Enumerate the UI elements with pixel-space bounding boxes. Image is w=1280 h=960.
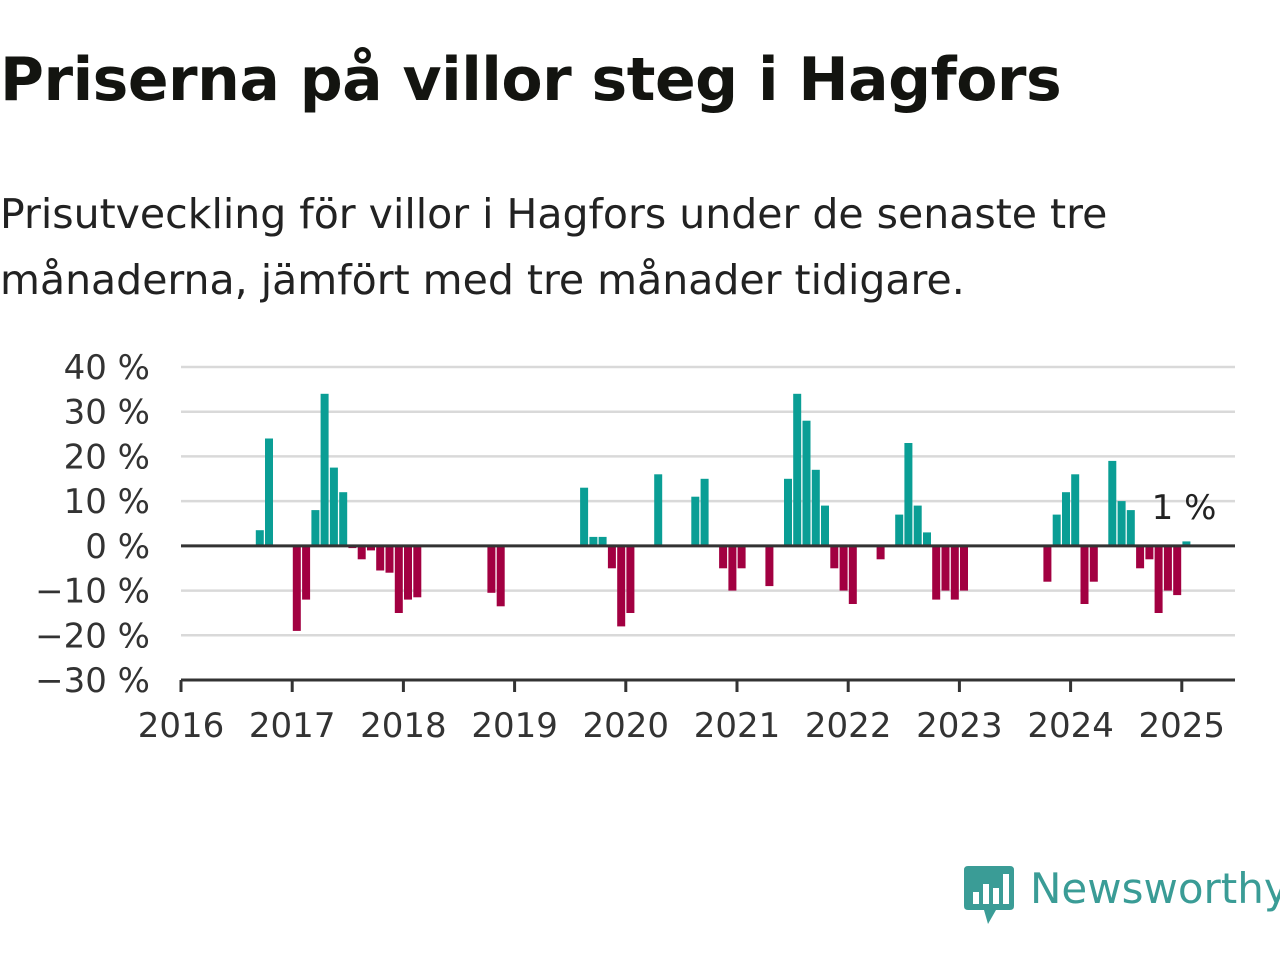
- bar: [367, 545, 375, 551]
- bar: [830, 545, 839, 569]
- bar: [1126, 510, 1135, 546]
- y-tick-label: −20 %: [35, 616, 150, 656]
- x-tick-label: 2020: [583, 706, 670, 746]
- bar: [626, 545, 635, 613]
- bar: [1062, 492, 1070, 546]
- bar: [1154, 545, 1163, 613]
- bar: [821, 505, 829, 546]
- bar: [1173, 545, 1182, 596]
- brand-logo: Newsworthy: [964, 866, 1280, 926]
- labels: 40 % 30 %20 % 10 % 0 % −10 %−20 % −30 % 2016 20…: [35, 348, 1225, 746]
- bars: [255, 393, 1191, 631]
- y-tick-label: 20 %: [64, 437, 150, 477]
- bar: [904, 443, 913, 546]
- bar: [1089, 545, 1098, 582]
- bar: [848, 545, 857, 604]
- chart-subtitle: Prisutveckling för villor i Hagfors unde…: [0, 190, 1108, 304]
- bar: [895, 514, 904, 546]
- bar: [960, 545, 968, 591]
- x-tick-label: 2016: [138, 706, 225, 746]
- bar: [376, 545, 385, 571]
- x-tick-label: 2018: [360, 706, 447, 746]
- bar: [737, 545, 746, 569]
- bar: [394, 545, 403, 613]
- bar: [598, 536, 607, 546]
- bar: [292, 545, 301, 631]
- brand-name: Newsworthy: [1030, 864, 1280, 913]
- bar: [329, 467, 338, 546]
- y-tick-label: 0 %: [85, 527, 150, 567]
- bar: [700, 478, 709, 546]
- bar: [932, 545, 941, 600]
- bar: [1182, 541, 1191, 546]
- bar: [784, 478, 792, 546]
- bar-chart-speech-bubble-icon: [964, 866, 1014, 924]
- bar: [255, 530, 264, 546]
- bar: [654, 474, 663, 546]
- bar: [265, 438, 273, 546]
- bar: [950, 545, 959, 600]
- bar: [839, 545, 848, 591]
- bar: [496, 545, 505, 607]
- bar: [1136, 545, 1145, 569]
- bar: [357, 545, 366, 560]
- bar: [691, 496, 700, 546]
- y-tick-label: −30 %: [35, 661, 150, 701]
- bar: [876, 545, 885, 560]
- bar: [1145, 545, 1154, 560]
- bar: [339, 492, 348, 546]
- chart-title: Priserna på villor steg i Hagfors: [0, 45, 1062, 115]
- y-tick-label: 10 %: [64, 482, 150, 522]
- x-tick-label: 2022: [805, 706, 892, 746]
- x-tick-label: 2019: [471, 706, 558, 746]
- bar: [811, 469, 820, 546]
- bar: [617, 545, 626, 627]
- y-tick-label: 30 %: [64, 393, 150, 433]
- bar: [302, 545, 311, 600]
- axes: [179, 544, 1235, 692]
- data-label: 1 %: [1152, 488, 1217, 528]
- bar: [589, 536, 598, 546]
- x-tick-label: 2024: [1027, 706, 1114, 746]
- bar: [1080, 545, 1089, 604]
- bar: [1052, 514, 1061, 546]
- bar: [580, 487, 589, 546]
- bar: [719, 545, 728, 569]
- bar: [1163, 545, 1172, 591]
- bar: [913, 505, 922, 546]
- y-tick-label: −10 %: [35, 572, 150, 612]
- x-tick-label: 2017: [249, 706, 336, 746]
- bar: [311, 510, 320, 546]
- bar: [941, 545, 950, 591]
- bar: [765, 545, 774, 587]
- bar: [413, 545, 422, 598]
- x-tick-label: 2023: [916, 706, 1003, 746]
- bar: [793, 393, 802, 546]
- x-tick-label: 2021: [694, 706, 781, 746]
- bar: [802, 420, 811, 546]
- bar: [923, 532, 931, 546]
- bar: [607, 545, 616, 569]
- y-tick-label: 40 %: [64, 348, 150, 388]
- bar: [1108, 460, 1117, 546]
- bar: [320, 393, 329, 546]
- bar: [385, 545, 394, 573]
- bar: [728, 545, 737, 591]
- bar: [404, 545, 412, 600]
- bar: [1117, 501, 1126, 546]
- bar: [1043, 545, 1052, 582]
- bar: [1071, 474, 1080, 546]
- x-tick-label: 2025: [1139, 706, 1226, 746]
- bar: [487, 545, 496, 593]
